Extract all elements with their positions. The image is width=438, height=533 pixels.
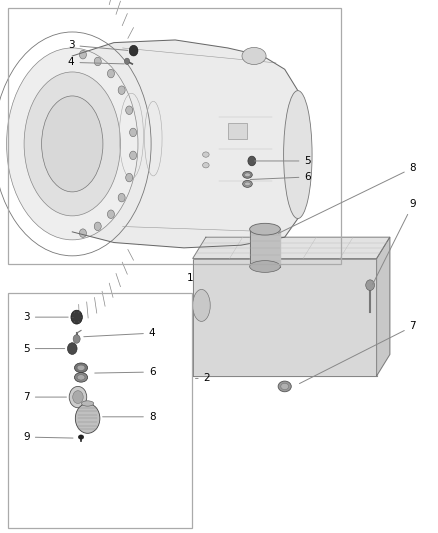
Bar [8,293,192,528]
Bar [8,8,341,264]
Text: 4: 4 [84,328,155,338]
Polygon shape [250,229,280,266]
Ellipse shape [242,47,266,64]
Text: 5: 5 [23,344,65,353]
Text: 5: 5 [254,156,311,166]
Ellipse shape [250,223,280,235]
Text: 3: 3 [23,312,68,322]
Text: 4: 4 [68,58,124,67]
Circle shape [130,128,137,136]
Bar [228,123,247,139]
Ellipse shape [77,365,85,370]
Ellipse shape [193,289,210,321]
Circle shape [107,69,114,78]
Circle shape [129,45,138,56]
Circle shape [73,335,80,343]
Text: 8: 8 [102,412,155,422]
Polygon shape [193,259,377,376]
Ellipse shape [284,91,312,219]
Text: 6: 6 [250,172,311,182]
Text: 7: 7 [23,392,67,402]
Circle shape [124,58,130,64]
Ellipse shape [7,48,138,240]
Ellipse shape [281,383,289,390]
Ellipse shape [278,381,291,392]
Circle shape [94,57,101,66]
Ellipse shape [74,373,88,382]
Text: 7: 7 [300,321,416,384]
Ellipse shape [24,72,120,216]
Ellipse shape [202,163,209,168]
Circle shape [126,173,133,182]
Circle shape [67,343,77,354]
Text: 3: 3 [68,41,128,51]
Circle shape [69,386,87,408]
Ellipse shape [250,261,280,272]
Circle shape [130,151,137,160]
Text: 9: 9 [373,199,416,284]
Circle shape [73,391,83,403]
Text: 1: 1 [187,273,194,283]
Circle shape [75,403,100,433]
Ellipse shape [77,375,85,380]
Text: 9: 9 [23,432,73,442]
Circle shape [118,193,125,202]
Circle shape [126,106,133,115]
Ellipse shape [243,180,252,188]
Circle shape [79,229,86,237]
Ellipse shape [42,96,103,192]
Text: 2: 2 [195,374,210,383]
Ellipse shape [244,173,250,176]
Ellipse shape [78,435,84,439]
Polygon shape [72,40,298,248]
Ellipse shape [202,152,209,157]
Circle shape [71,310,82,324]
Ellipse shape [243,171,252,178]
Polygon shape [377,237,390,376]
Circle shape [79,51,86,59]
Text: 6: 6 [95,367,155,377]
Ellipse shape [74,363,88,373]
Circle shape [107,210,114,219]
Circle shape [94,222,101,231]
Circle shape [248,156,256,166]
Ellipse shape [81,401,94,406]
Ellipse shape [244,182,250,186]
Text: 8: 8 [279,163,416,233]
Circle shape [118,86,125,94]
Polygon shape [193,237,390,259]
Circle shape [366,280,374,290]
